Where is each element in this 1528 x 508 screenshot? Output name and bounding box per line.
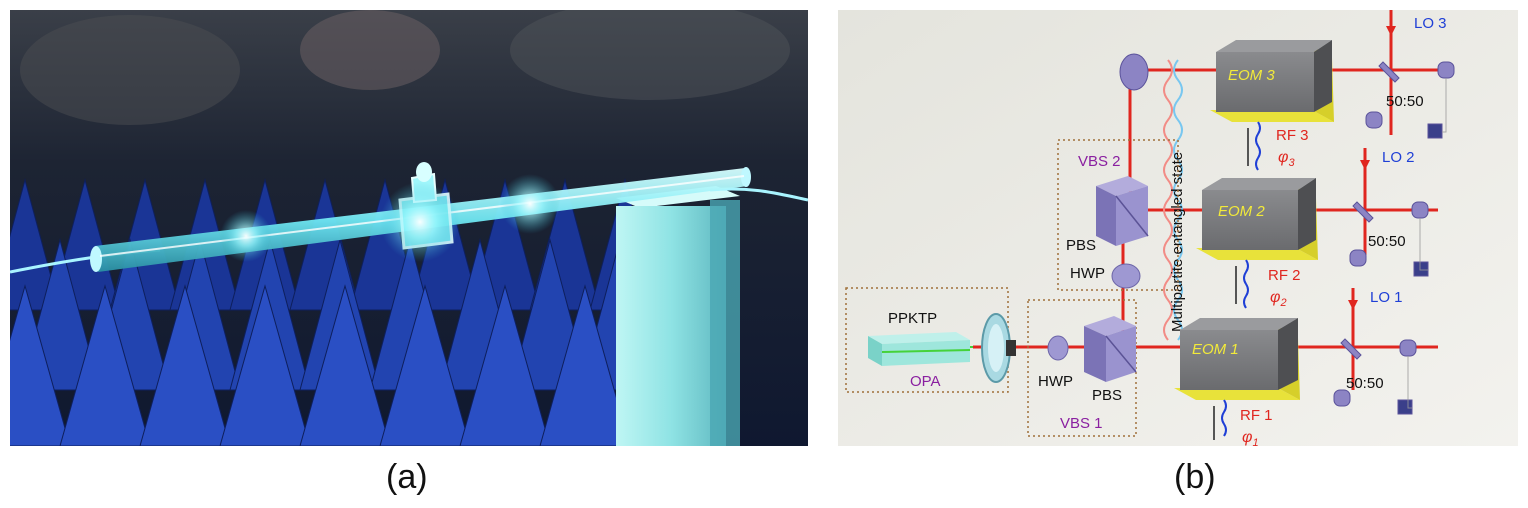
absorber-cone [539,284,631,446]
absorber-cone [219,284,311,446]
eom3-device [1210,40,1334,122]
diagram-panel-b: Multipartite entangled state VBS 2 PBS H… [838,10,1518,446]
rf3-wave-icon [1255,121,1261,171]
absorber-cone [10,284,71,446]
mirror-icon [1119,53,1149,91]
opa-box [845,287,1009,393]
photo-panel-a [10,10,808,446]
rf1-wave-icon [1221,399,1227,437]
bs3-label: 50:50 [1386,93,1424,110]
pbs-top-label: PBS [1066,237,1096,254]
rf2-label: RF 2 [1268,267,1301,284]
vbs2-label: VBS 2 [1078,153,1121,170]
rf3-label: RF 3 [1276,127,1309,144]
caption-a: (a) [386,458,428,496]
lo1-label: LO 1 [1370,289,1403,306]
opa-label: OPA [910,373,941,390]
eom2-device [1196,178,1318,260]
eom1-device [1174,318,1300,400]
hwp-top-icon [1111,263,1141,289]
absorber-cone [459,284,551,446]
pbs-top-cube [1096,176,1149,246]
eom1-label: EOM 1 [1192,341,1239,358]
opa-mirror-icon [981,313,1016,383]
photo-illustration [10,10,808,446]
pbs-bottom-label: PBS [1092,387,1122,404]
absorber-cone [299,284,391,446]
hwp-bottom-icon [1047,335,1069,361]
lo2-label: LO 2 [1382,149,1415,166]
entangled-wave-red [1163,59,1173,341]
optical-setup-diagram: Multipartite entangled state VBS 2 PBS H… [838,10,1518,446]
absorber-cone [379,284,471,446]
homodyne-detectors [1333,61,1455,415]
bs2-label: 50:50 [1368,233,1406,250]
pbs-bottom-cube [1084,316,1137,382]
rf1-label: RF 1 [1240,407,1273,424]
ppktp-label: PPKTP [888,310,937,327]
caption-b: (b) [1174,458,1216,496]
eom3-label: EOM 3 [1228,67,1275,84]
absorber-cone [139,284,231,446]
vbs1-label: VBS 1 [1060,415,1103,432]
phi2-label: φ2 [1270,289,1287,309]
hwp-bottom-label: HWP [1038,373,1073,390]
phi3-label: φ3 [1278,149,1295,169]
hwp-top-label: HWP [1070,265,1105,282]
ppktp-crystal [868,332,971,366]
lo3-label: LO 3 [1414,15,1447,32]
rf2-wave-icon [1243,259,1249,309]
absorber-cone [59,284,151,446]
phi1-label: φ1 [1242,429,1259,446]
eom2-label: EOM 2 [1218,203,1265,220]
bs1-label: 50:50 [1346,375,1384,392]
vbs2-box [1057,139,1179,291]
lo-arrows [1348,26,1396,310]
